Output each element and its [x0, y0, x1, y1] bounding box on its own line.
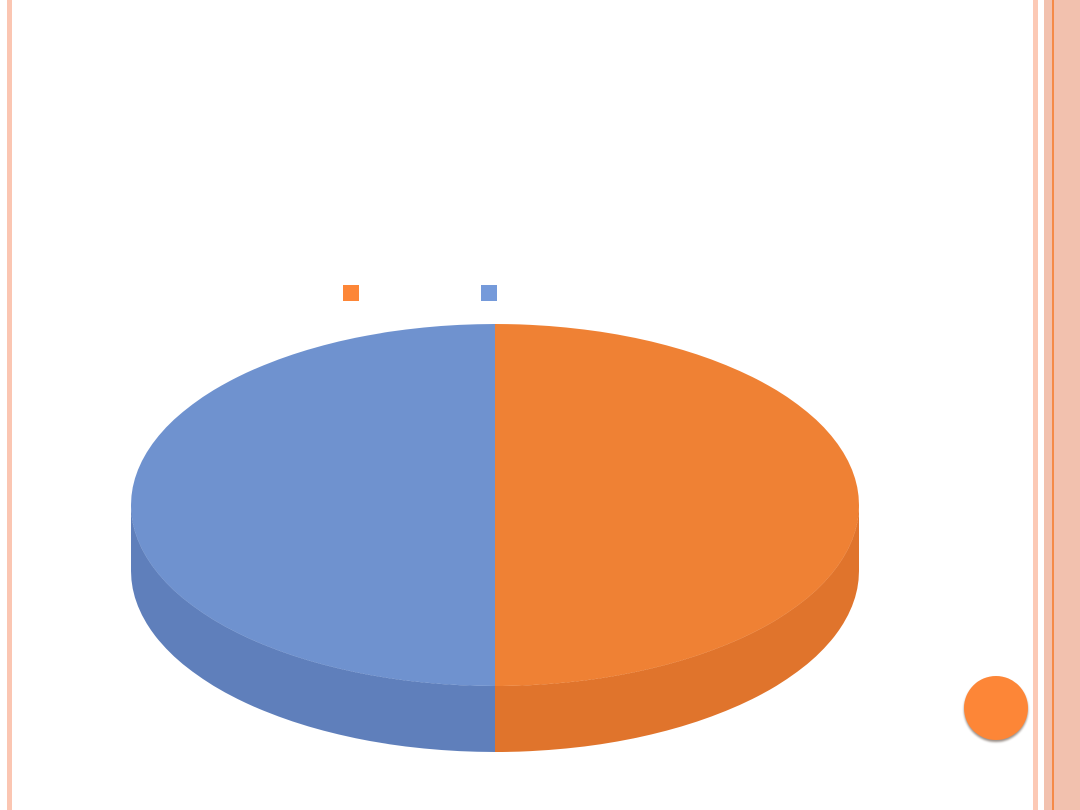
- decorative-circle: [964, 676, 1028, 740]
- right-border-line: [1052, 0, 1054, 810]
- pie-slice-side-2: [131, 505, 495, 752]
- legend-swatch-series-1: [343, 285, 359, 301]
- right-border-stripe: [1033, 0, 1038, 810]
- pie-slice-1: [495, 324, 859, 686]
- legend-swatch-series-2: [481, 285, 497, 301]
- right-border-block: [1044, 0, 1080, 810]
- left-border: [7, 0, 12, 810]
- pie-slice-2: [131, 324, 495, 686]
- pie-slice-side-1: [495, 505, 859, 752]
